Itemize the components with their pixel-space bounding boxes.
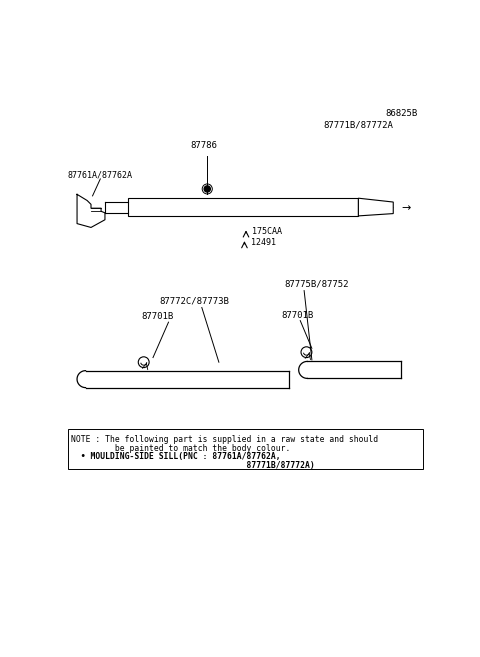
Text: 87786: 87786 (190, 141, 217, 150)
Text: 87761A/87762A: 87761A/87762A (68, 170, 133, 179)
Text: 12491: 12491 (251, 238, 276, 246)
Text: NOTE : The following part is supplied in a raw state and should: NOTE : The following part is supplied in… (71, 436, 378, 444)
Text: 87772C/87773B: 87772C/87773B (159, 297, 229, 306)
Text: • MOULDING-SIDE SILL(PNC : 87761A/87762A,: • MOULDING-SIDE SILL(PNC : 87761A/87762A… (71, 452, 280, 461)
Text: 87771B/87772A: 87771B/87772A (324, 120, 394, 129)
Text: 87701B: 87701B (281, 311, 313, 319)
Circle shape (204, 186, 210, 192)
Bar (128, 198, 359, 216)
Polygon shape (359, 198, 393, 216)
Text: 175CAA: 175CAA (252, 227, 282, 236)
Text: 87701B: 87701B (142, 312, 174, 321)
Text: 87771B/87772A): 87771B/87772A) (71, 461, 314, 470)
Text: $\rightarrow$: $\rightarrow$ (399, 202, 412, 212)
Text: 86825B: 86825B (386, 109, 418, 118)
Text: be painted to match the body colour.: be painted to match the body colour. (71, 444, 290, 453)
Bar (68, 429, 423, 469)
Text: 87775B/87752: 87775B/87752 (285, 280, 349, 288)
